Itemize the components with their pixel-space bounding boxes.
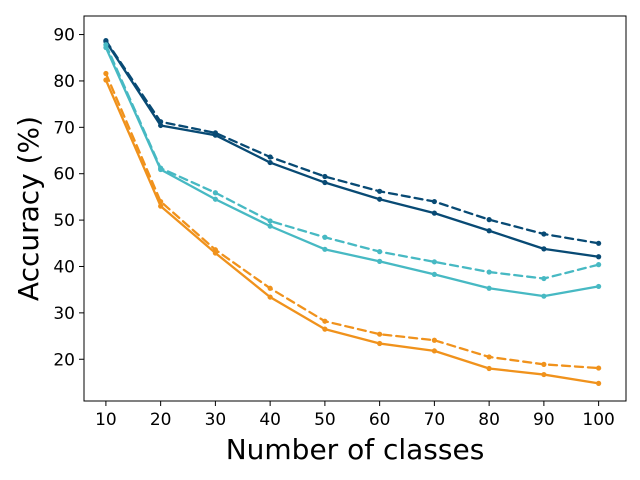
data-point: [267, 294, 273, 300]
data-point: [541, 231, 547, 237]
data-point: [541, 293, 547, 299]
data-point: [322, 179, 328, 186]
data-point: [596, 240, 602, 246]
data-point: [486, 354, 492, 360]
data-point: [541, 275, 547, 282]
data-point: [486, 365, 492, 372]
data-point: [486, 285, 492, 291]
data-point: [377, 196, 383, 202]
x-axis-title: Number of classes: [226, 433, 485, 466]
data-point: [158, 122, 164, 129]
y-tick-label: 20: [53, 350, 75, 370]
data-point: [541, 371, 547, 378]
data-point: [431, 271, 437, 277]
data-point: [322, 318, 328, 324]
y-tick-label: 40: [53, 257, 75, 277]
x-tick-label: 30: [205, 410, 227, 430]
series-layer: [103, 37, 602, 386]
data-point: [322, 173, 328, 180]
series-line: [104, 72, 600, 370]
data-point: [212, 190, 218, 196]
series-line: [104, 40, 600, 258]
data-point: [377, 188, 383, 194]
data-point: [377, 258, 383, 264]
data-point: [431, 259, 437, 265]
data-point: [431, 198, 437, 205]
data-point: [431, 210, 437, 216]
data-point: [596, 283, 602, 290]
ticks-layer: 10 20 30 40 50 60 70 80 90 100 20 30 40 50 60 70 80 90: [53, 26, 614, 430]
data-point: [486, 228, 492, 234]
data-point: [486, 217, 492, 223]
data-point: [103, 70, 109, 77]
y-tick-label: 60: [53, 165, 75, 185]
series-line: [104, 46, 600, 298]
data-point: [541, 246, 547, 252]
x-tick-label: 40: [259, 410, 281, 430]
y-tick-label: 80: [53, 72, 75, 92]
series-6: [103, 77, 602, 386]
series-line: [104, 78, 600, 385]
data-point: [431, 348, 437, 354]
data-point: [541, 361, 547, 367]
data-point: [322, 326, 328, 332]
x-tick-label: 50: [314, 410, 336, 430]
data-point: [596, 262, 602, 268]
data-point: [212, 250, 218, 256]
data-point: [267, 154, 273, 160]
data-point: [431, 337, 437, 343]
data-point: [486, 269, 492, 275]
series-1: [103, 37, 602, 246]
data-point: [322, 246, 328, 252]
data-point: [267, 223, 273, 229]
data-point: [596, 380, 602, 386]
y-tick-label: 50: [53, 211, 75, 231]
x-tick-label: 10: [95, 410, 117, 430]
data-point: [267, 159, 273, 166]
data-point: [103, 77, 109, 83]
x-tick-label: 100: [582, 410, 614, 430]
plot-area-frame: [83, 15, 627, 402]
series-3: [103, 42, 602, 282]
data-point: [267, 218, 273, 224]
y-tick-label: 70: [53, 118, 75, 138]
data-point: [377, 331, 383, 337]
series-line: [104, 43, 600, 280]
data-point: [596, 254, 602, 260]
x-tick-label: 70: [424, 410, 446, 430]
x-tick-label: 20: [150, 410, 172, 430]
data-point: [212, 132, 218, 138]
y-tick-label: 30: [53, 304, 75, 324]
series-2: [103, 38, 602, 260]
data-point: [322, 234, 328, 240]
data-point: [158, 203, 164, 209]
x-tick-label: 90: [533, 410, 555, 430]
series-5: [103, 70, 602, 371]
data-point: [158, 166, 164, 173]
data-point: [103, 44, 109, 51]
series-line: [104, 39, 600, 245]
x-tick-label: 60: [369, 410, 391, 430]
series-4: [103, 44, 602, 299]
x-tick-label: 80: [478, 410, 500, 430]
data-point: [267, 285, 273, 291]
data-point: [212, 196, 218, 202]
data-point: [596, 365, 602, 371]
data-point: [377, 340, 383, 347]
data-point: [377, 249, 383, 255]
y-tick-label: 90: [53, 26, 75, 46]
y-axis-title: Accuracy (%): [12, 116, 45, 301]
